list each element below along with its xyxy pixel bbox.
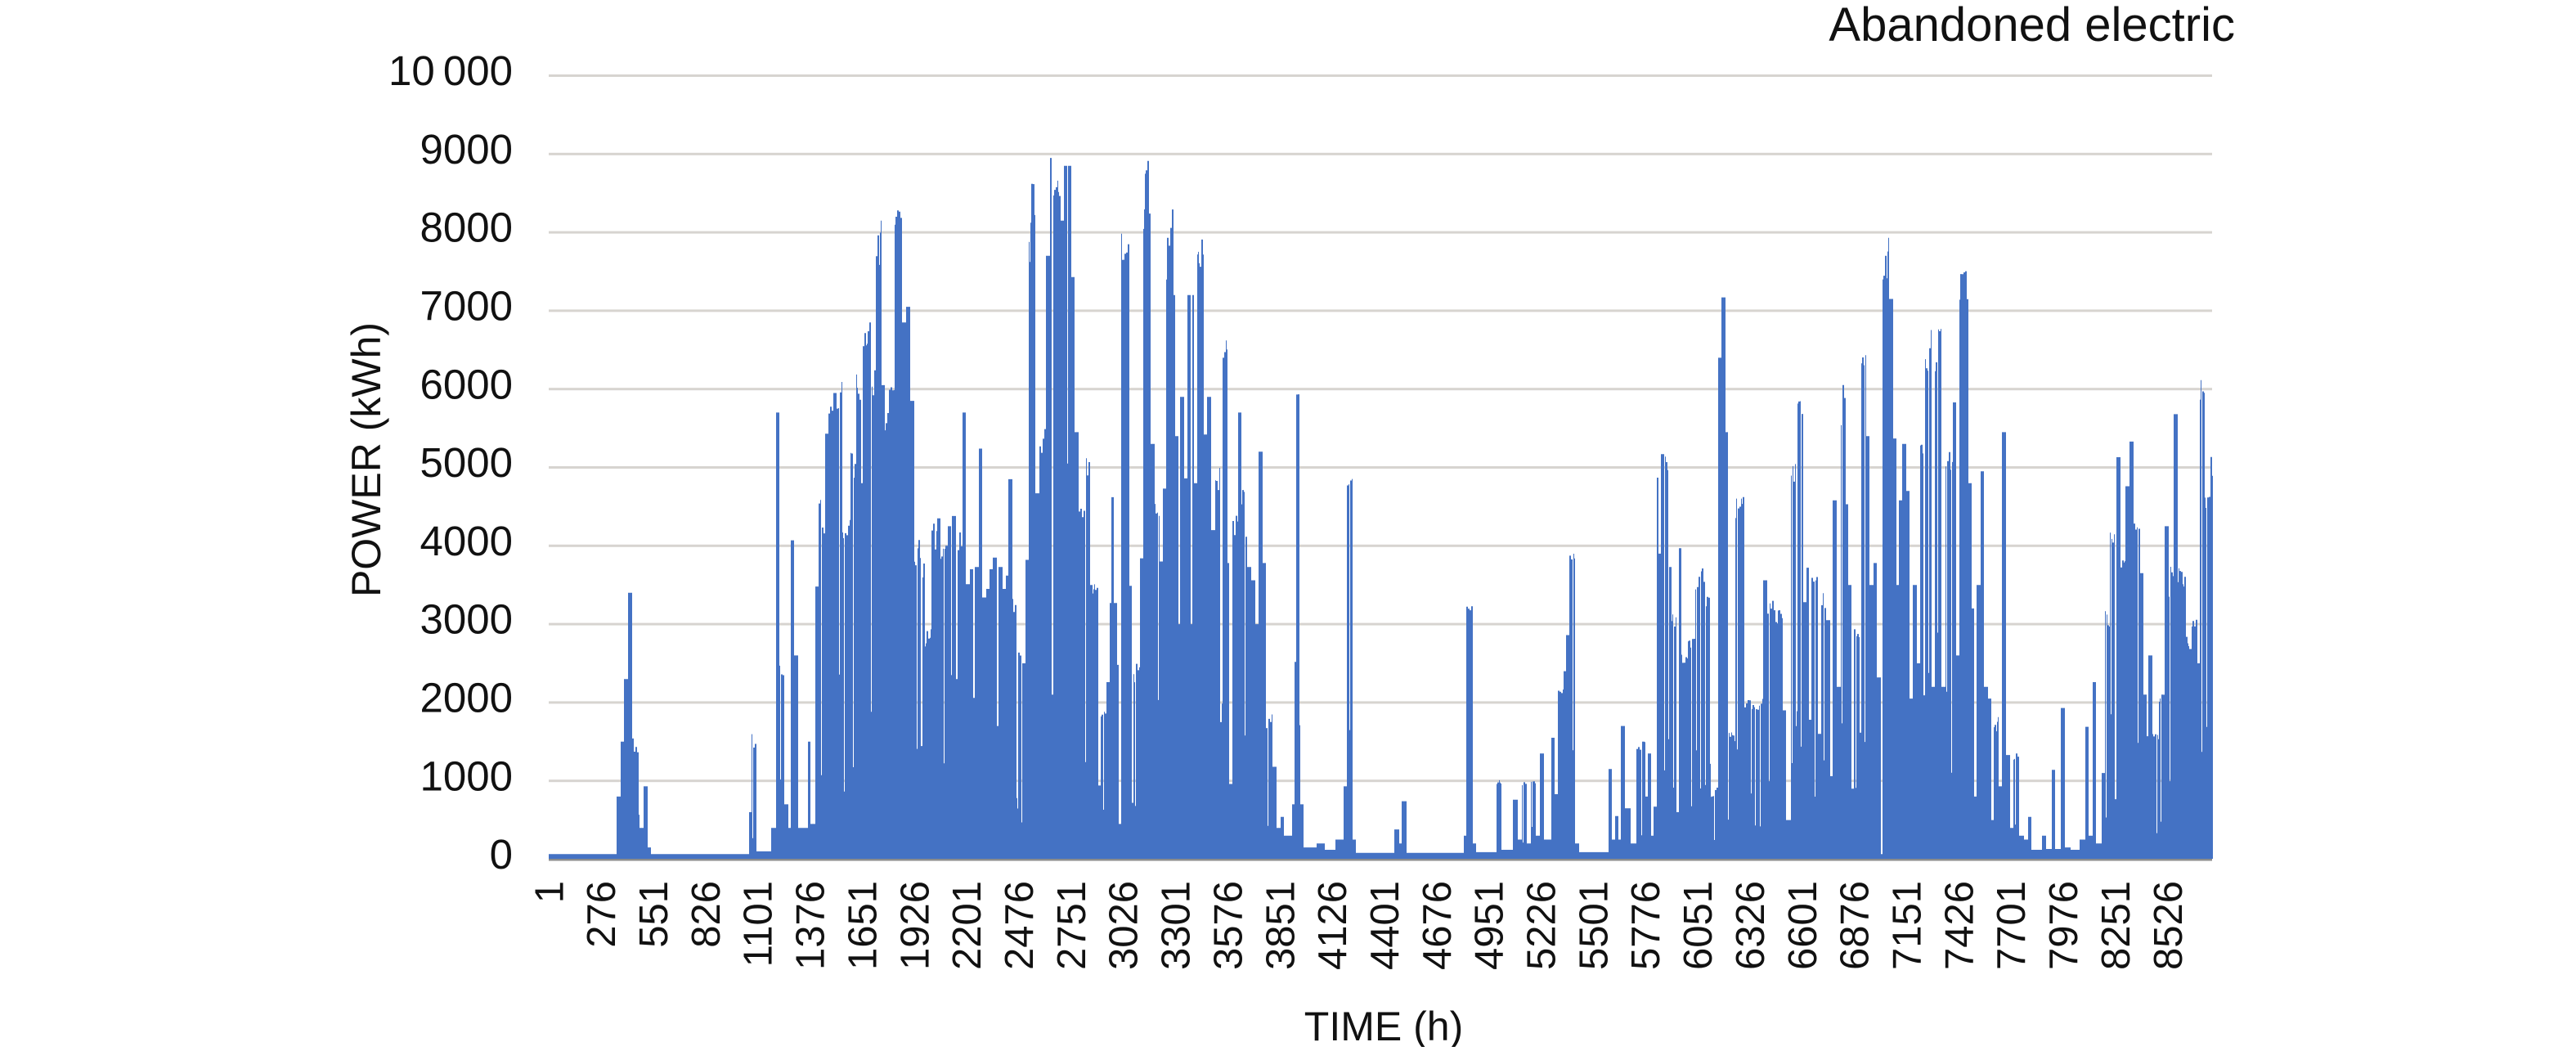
svg-text:1926: 1926	[893, 881, 937, 970]
svg-text:8000: 8000	[420, 204, 513, 251]
svg-text:2201: 2201	[945, 881, 990, 970]
svg-text:6601: 6601	[1781, 881, 1825, 970]
svg-text:5776: 5776	[1624, 881, 1668, 970]
svg-text:7701: 7701	[1990, 881, 2034, 970]
svg-text:POWER (kWh): POWER (kWh)	[343, 322, 389, 597]
svg-text:Abandoned electric: Abandoned electric	[1829, 0, 2235, 52]
svg-text:4000: 4000	[420, 518, 513, 564]
svg-text:6326: 6326	[1729, 881, 1773, 970]
svg-text:4126: 4126	[1311, 881, 1355, 970]
svg-text:3026: 3026	[1102, 881, 1147, 970]
svg-text:826: 826	[684, 881, 729, 948]
svg-text:8251: 8251	[2094, 881, 2138, 970]
svg-text:2751: 2751	[1050, 881, 1094, 970]
svg-text:6000: 6000	[420, 361, 513, 407]
svg-text:4401: 4401	[1363, 881, 1407, 970]
svg-text:7151: 7151	[1886, 881, 1930, 970]
svg-text:10 000: 10 000	[388, 47, 513, 94]
svg-text:276: 276	[580, 881, 624, 948]
svg-text:1: 1	[527, 881, 572, 903]
svg-text:7976: 7976	[2042, 881, 2086, 970]
svg-text:1101: 1101	[737, 881, 781, 967]
svg-text:6876: 6876	[1833, 881, 1878, 970]
svg-text:7426: 7426	[1937, 881, 1981, 970]
svg-text:0: 0	[490, 831, 513, 878]
svg-text:3851: 3851	[1259, 881, 1303, 970]
svg-text:1000: 1000	[420, 752, 513, 799]
svg-text:6051: 6051	[1676, 881, 1721, 970]
svg-text:1376: 1376	[789, 881, 833, 970]
svg-text:3000: 3000	[420, 596, 513, 643]
svg-text:4951: 4951	[1468, 881, 1512, 970]
svg-text:3576: 3576	[1206, 881, 1250, 970]
svg-text:5501: 5501	[1572, 881, 1616, 970]
svg-text:3301: 3301	[1155, 881, 1199, 970]
svg-text:1651: 1651	[841, 881, 885, 970]
svg-text:9000: 9000	[420, 126, 513, 173]
svg-text:551: 551	[632, 881, 676, 948]
svg-text:7000: 7000	[420, 283, 513, 330]
svg-text:5000: 5000	[420, 439, 513, 486]
svg-text:5226: 5226	[1520, 881, 1564, 970]
svg-text:8526: 8526	[2147, 881, 2191, 970]
svg-text:4676: 4676	[1416, 881, 1460, 970]
svg-text:2000: 2000	[420, 675, 513, 721]
svg-text:2476: 2476	[998, 881, 1042, 970]
svg-text:TIME (h): TIME (h)	[1304, 1004, 1463, 1047]
